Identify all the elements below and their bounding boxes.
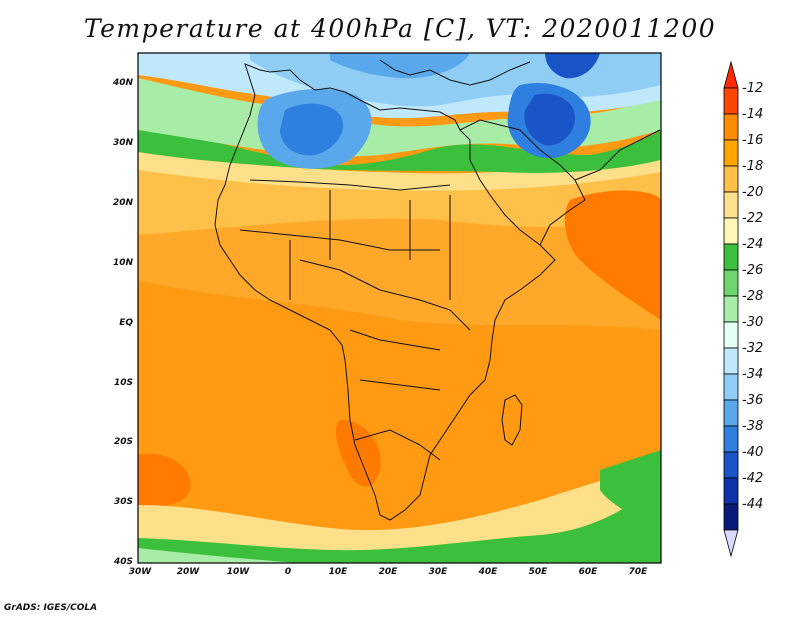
- colorbar-label: -16: [742, 133, 764, 148]
- colorbar-label: -12: [742, 81, 764, 96]
- colorbar-swatch: [723, 113, 739, 141]
- colorbar-label: -44: [742, 497, 764, 512]
- colorbar-swatch: [723, 425, 739, 453]
- colorbar-label: -32: [742, 341, 764, 356]
- field-green-patch-southeast: [600, 450, 661, 530]
- colorbar-label: -24: [742, 237, 764, 252]
- colorbar-swatch: [723, 139, 739, 167]
- lat-label-20s: 20S: [113, 437, 133, 447]
- lon-label-0: 0: [284, 567, 292, 577]
- lat-label-30n: 30N: [112, 138, 133, 148]
- colorbar-label: -28: [742, 289, 764, 304]
- colorbar-swatch: [723, 295, 739, 323]
- coastlines: [214, 59, 661, 521]
- colorbar-top-arrow: [723, 60, 739, 89]
- lon-label-30e: 30E: [428, 567, 448, 577]
- colorbar-label: -20: [742, 185, 764, 200]
- lon-label-20w: 20W: [176, 567, 200, 577]
- temperature-field: [138, 53, 661, 563]
- lon-label-50e: 50E: [528, 567, 548, 577]
- colorbar-swatch: [723, 373, 739, 401]
- lon-label-30w: 30W: [128, 567, 152, 577]
- colorbar-label: -14: [742, 107, 764, 122]
- map-title: Temperature at 400hPa [C], VT: 202001120…: [83, 14, 717, 43]
- field-cold-north-top-east: [545, 53, 600, 79]
- plot-frame: [137, 52, 662, 564]
- field-deep-orange-east: [564, 190, 661, 320]
- lon-label-40e: 40E: [478, 567, 498, 577]
- colorbar-label: -18: [742, 159, 764, 174]
- field-yellow-band-north: [138, 140, 661, 191]
- colorbar-swatch: [723, 269, 739, 297]
- field-light-green-south: [138, 548, 300, 563]
- colorbar-swatch: [723, 477, 739, 505]
- lon-label-70e: 70E: [628, 567, 648, 577]
- field-subtropic-north: [138, 150, 661, 235]
- colorbar-label: -42: [742, 471, 764, 486]
- lat-label-10s: 10S: [113, 378, 133, 388]
- colorbar-swatch: [723, 243, 739, 271]
- colorbar-swatch: [723, 191, 739, 219]
- colorbar-swatch: [723, 165, 739, 193]
- lon-label-10w: 10W: [226, 567, 250, 577]
- lat-label-40s: 40S: [113, 557, 133, 567]
- colorbar-swatch: [723, 347, 739, 375]
- colorbar-label: -34: [742, 367, 764, 382]
- colorbar-bottom-arrow: [723, 529, 739, 558]
- colorbar-label: -38: [742, 419, 764, 434]
- lat-label-30s: 30S: [113, 497, 133, 507]
- field-deep-orange-southwest: [138, 453, 191, 507]
- colorbar-label: -30: [742, 315, 764, 330]
- colorbar-swatch: [723, 399, 739, 427]
- lat-label-10n: 10N: [112, 258, 133, 268]
- colorbar-swatch: [723, 503, 739, 531]
- colorbar-label: -26: [742, 263, 764, 278]
- colorbar-swatch: [723, 87, 739, 115]
- colorbar-label: -36: [742, 393, 764, 408]
- colorbar: [723, 60, 739, 558]
- lon-label-20e: 20E: [378, 567, 398, 577]
- lon-label-60e: 60E: [578, 567, 598, 577]
- lat-label-eq: EQ: [119, 318, 133, 328]
- field-green-band-south: [138, 480, 661, 563]
- field-cold-north-top: [330, 53, 470, 79]
- colorbar-swatch: [723, 217, 739, 245]
- colorbar-label: -40: [742, 445, 764, 460]
- colorbar-label: -22: [742, 211, 764, 226]
- field-colder-core-west: [280, 103, 344, 156]
- field-coldest-core-east: [524, 93, 575, 146]
- lat-label-20n: 20N: [112, 198, 133, 208]
- grads-credit: GrADS: IGES/COLA: [4, 603, 98, 613]
- colorbar-swatch: [723, 321, 739, 349]
- colorbar-swatch: [723, 451, 739, 479]
- lon-label-10e: 10E: [328, 567, 348, 577]
- lat-label-40n: 40N: [112, 78, 133, 88]
- field-green-band-north: [138, 120, 661, 173]
